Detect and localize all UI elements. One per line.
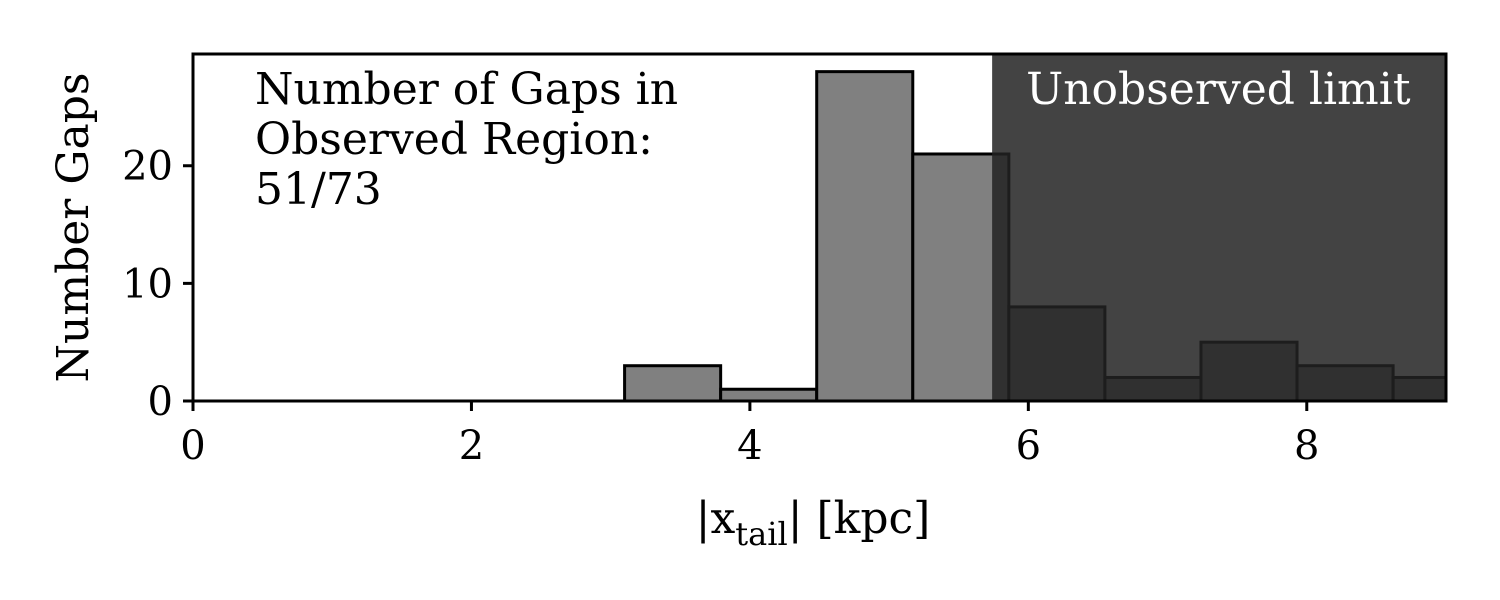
unobserved-region [992, 54, 1446, 401]
x-axis-ticks: 0 2 4 6 8 [180, 401, 1320, 469]
annotation-line-3: 51/73 [255, 164, 382, 215]
y-tick-label: 20 [122, 144, 173, 190]
x-tick-label: 2 [459, 423, 484, 469]
gap-count-annotation: Number of Gaps in Observed Region: 51/73 [255, 64, 692, 215]
x-tick-label: 4 [737, 423, 762, 469]
y-axis-ticks: 0 10 20 [122, 144, 193, 425]
annotation-line-2: Observed Region: [255, 114, 653, 165]
x-tick-label: 6 [1016, 423, 1041, 469]
x-axis-label-suffix: | [kpc] [788, 493, 931, 544]
x-axis-label-subscript: tail [735, 515, 787, 553]
x-tick-label: 8 [1294, 423, 1319, 469]
x-axis-label-prefix: |x [696, 493, 736, 544]
unobserved-limit-label: Unobserved limit [1026, 64, 1411, 115]
x-axis-label: |xtail| [kpc] [696, 493, 931, 553]
y-axis-label: Number Gaps [48, 73, 99, 383]
x-tick-label: 0 [180, 423, 205, 469]
histogram-bar-1 [623, 364, 723, 403]
plot-frame [191, 52, 1448, 403]
histogram-bar-2 [719, 387, 819, 403]
histogram-bar-3 [815, 70, 915, 403]
annotation-line-1: Number of Gaps in [255, 64, 678, 115]
y-tick-label: 0 [148, 379, 173, 425]
y-tick-label: 10 [122, 261, 173, 307]
